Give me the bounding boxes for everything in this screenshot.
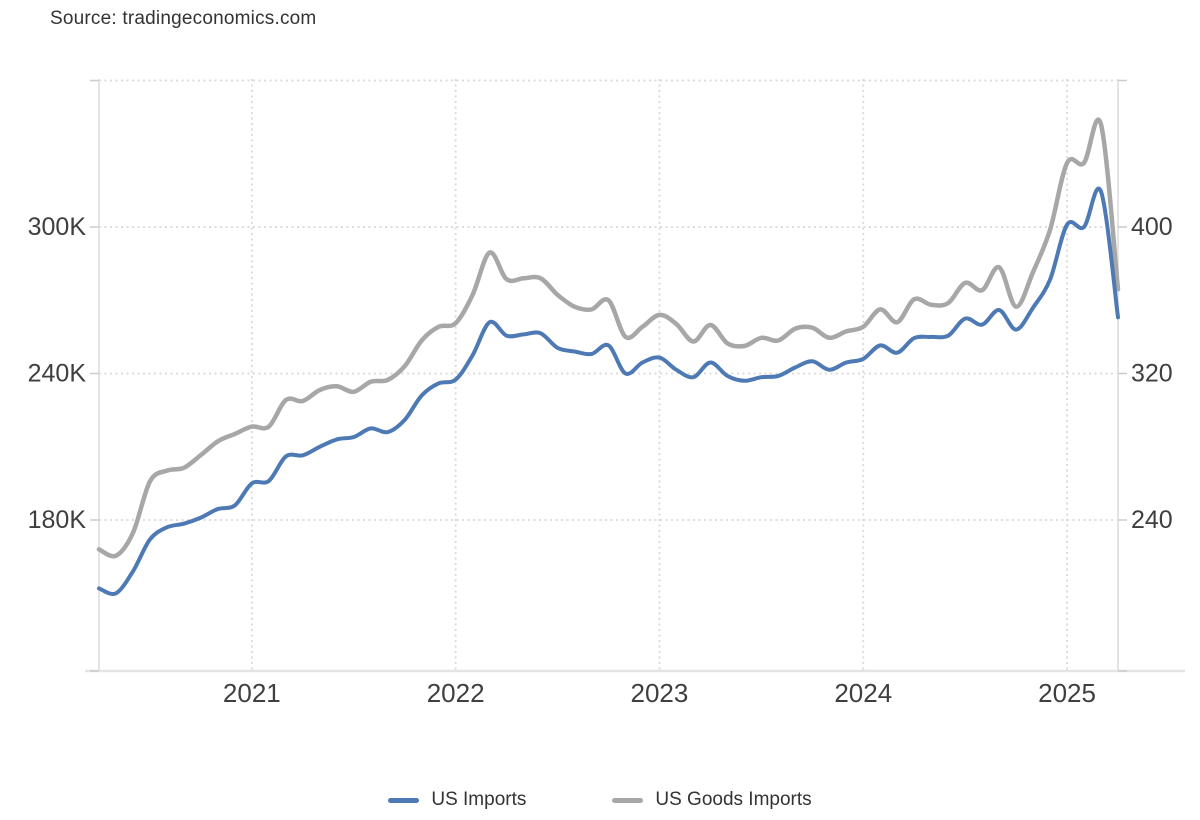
x-axis-tick-label: 2025 <box>1038 678 1096 708</box>
x-axis-tick-label: 2023 <box>631 678 689 708</box>
source-label: Source: tradingeconomics.com <box>50 8 317 29</box>
legend-label-us-goods-imports: US Goods Imports <box>655 789 812 810</box>
us-imports-line <box>97 186 1120 596</box>
right-axis-tick-label: 240 <box>1131 506 1173 534</box>
imports-line-chart: 300K 240K 180K 400 320 240 2021 2022 2023 2024 202… <box>28 79 1185 708</box>
x-axis-tick-label: 2022 <box>427 678 485 708</box>
us-goods-imports-line <box>96 117 1121 559</box>
left-axis-tick-label: 180K <box>28 506 87 534</box>
x-axis-tick-label: 2021 <box>223 678 281 708</box>
us-imports-line-swatch <box>388 797 420 803</box>
legend-item-us-imports[interactable]: US Imports <box>388 789 526 811</box>
x-axis-tick-label: 2024 <box>834 678 892 708</box>
right-axis-tick-label: 400 <box>1131 213 1173 241</box>
legend-item-us-goods-imports[interactable]: US Goods Imports <box>612 789 812 811</box>
right-axis-tick-label: 320 <box>1131 360 1173 388</box>
left-axis-tick-label: 240K <box>28 360 87 388</box>
us-goods-imports-line-swatch <box>612 797 644 803</box>
chart-legend: US Imports US Goods Imports <box>0 789 1200 811</box>
left-axis-tick-label: 300K <box>28 213 87 241</box>
legend-label-us-imports: US Imports <box>431 789 527 810</box>
